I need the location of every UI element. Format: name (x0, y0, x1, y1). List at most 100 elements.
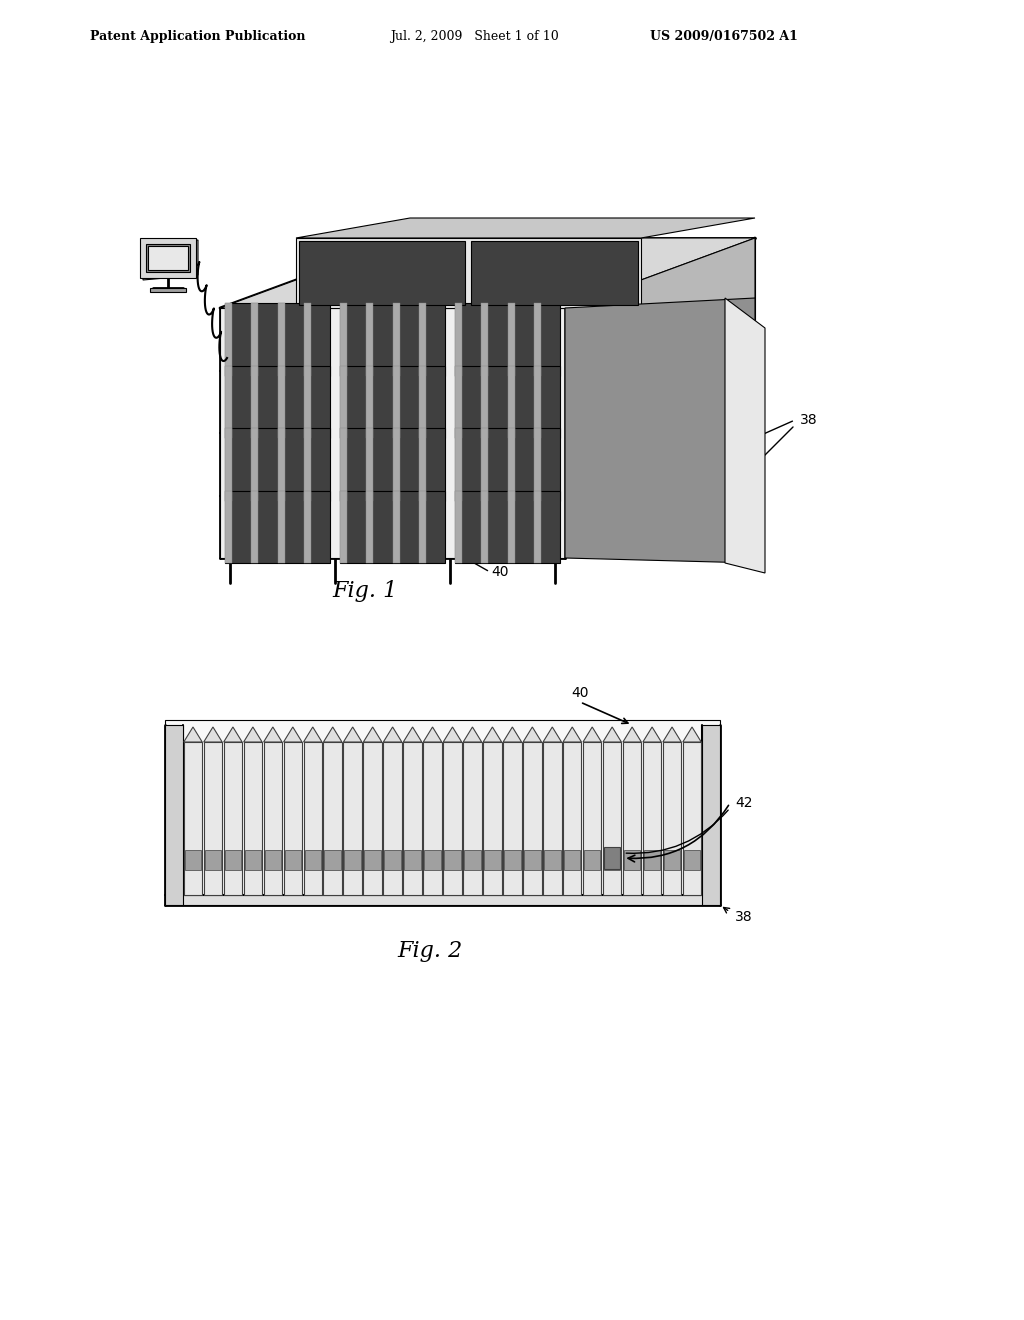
Polygon shape (725, 298, 765, 573)
Polygon shape (503, 727, 521, 742)
Polygon shape (304, 304, 310, 375)
Polygon shape (324, 727, 342, 742)
Polygon shape (603, 727, 622, 742)
Text: Fig. 1: Fig. 1 (333, 579, 397, 602)
Polygon shape (392, 304, 399, 375)
Polygon shape (344, 850, 360, 870)
Polygon shape (220, 308, 565, 558)
Polygon shape (455, 304, 462, 375)
Polygon shape (523, 727, 542, 742)
Polygon shape (455, 491, 462, 564)
Polygon shape (304, 491, 310, 564)
Polygon shape (244, 742, 262, 895)
Polygon shape (623, 727, 641, 742)
Polygon shape (284, 727, 302, 742)
Polygon shape (508, 366, 514, 438)
Polygon shape (143, 240, 198, 280)
Polygon shape (455, 304, 560, 375)
Polygon shape (455, 428, 462, 500)
Polygon shape (263, 727, 282, 742)
Polygon shape (583, 727, 601, 742)
Polygon shape (481, 366, 488, 438)
Text: Patent Application Publication: Patent Application Publication (90, 30, 305, 44)
Polygon shape (565, 298, 755, 564)
Polygon shape (304, 850, 321, 870)
Polygon shape (564, 850, 581, 870)
Polygon shape (148, 246, 188, 271)
Polygon shape (343, 727, 361, 742)
Polygon shape (251, 428, 258, 500)
Polygon shape (583, 742, 601, 895)
Polygon shape (563, 727, 582, 742)
Polygon shape (225, 428, 232, 500)
Polygon shape (225, 304, 232, 375)
Polygon shape (623, 742, 641, 895)
Polygon shape (205, 850, 221, 870)
FancyArrowPatch shape (627, 810, 728, 853)
Polygon shape (543, 742, 561, 895)
Polygon shape (544, 850, 560, 870)
Polygon shape (165, 895, 720, 906)
Polygon shape (383, 727, 401, 742)
Polygon shape (278, 491, 285, 564)
Polygon shape (303, 727, 322, 742)
Polygon shape (340, 366, 445, 438)
Polygon shape (392, 428, 399, 500)
Polygon shape (481, 304, 488, 375)
Polygon shape (481, 491, 488, 564)
Polygon shape (663, 727, 681, 742)
Polygon shape (340, 428, 347, 500)
Polygon shape (419, 304, 426, 375)
Polygon shape (424, 850, 440, 870)
Polygon shape (184, 850, 201, 870)
Polygon shape (204, 742, 222, 895)
Polygon shape (503, 742, 521, 895)
Polygon shape (225, 366, 232, 438)
Polygon shape (643, 742, 662, 895)
Polygon shape (223, 742, 242, 895)
Text: 40: 40 (492, 565, 509, 579)
Polygon shape (367, 428, 374, 500)
Polygon shape (225, 304, 330, 375)
Polygon shape (251, 304, 258, 375)
Polygon shape (367, 491, 374, 564)
Polygon shape (263, 742, 282, 895)
Polygon shape (340, 366, 347, 438)
Polygon shape (183, 742, 202, 895)
Polygon shape (251, 491, 258, 564)
Polygon shape (284, 742, 302, 895)
Polygon shape (315, 238, 603, 318)
Polygon shape (225, 491, 330, 564)
Polygon shape (534, 366, 541, 438)
Polygon shape (455, 366, 462, 438)
Polygon shape (483, 727, 502, 742)
Polygon shape (296, 238, 641, 308)
FancyArrowPatch shape (628, 805, 728, 862)
Polygon shape (383, 742, 401, 895)
Polygon shape (392, 366, 399, 438)
Polygon shape (220, 238, 755, 308)
Polygon shape (534, 428, 541, 500)
Polygon shape (278, 366, 285, 438)
Polygon shape (364, 742, 382, 895)
Polygon shape (340, 428, 445, 500)
Polygon shape (183, 727, 202, 742)
Polygon shape (204, 727, 222, 742)
Polygon shape (403, 727, 422, 742)
Polygon shape (624, 850, 640, 870)
Polygon shape (481, 428, 488, 500)
Polygon shape (384, 850, 400, 870)
Polygon shape (146, 244, 190, 272)
Polygon shape (604, 847, 621, 869)
Polygon shape (278, 428, 285, 500)
Text: 42: 42 (735, 796, 753, 810)
Polygon shape (140, 238, 196, 279)
Polygon shape (443, 727, 462, 742)
Polygon shape (702, 725, 720, 906)
Polygon shape (664, 850, 680, 870)
Polygon shape (324, 742, 342, 895)
Text: Fig. 2: Fig. 2 (397, 940, 463, 962)
Polygon shape (455, 366, 560, 438)
Polygon shape (563, 742, 582, 895)
Polygon shape (165, 725, 183, 906)
